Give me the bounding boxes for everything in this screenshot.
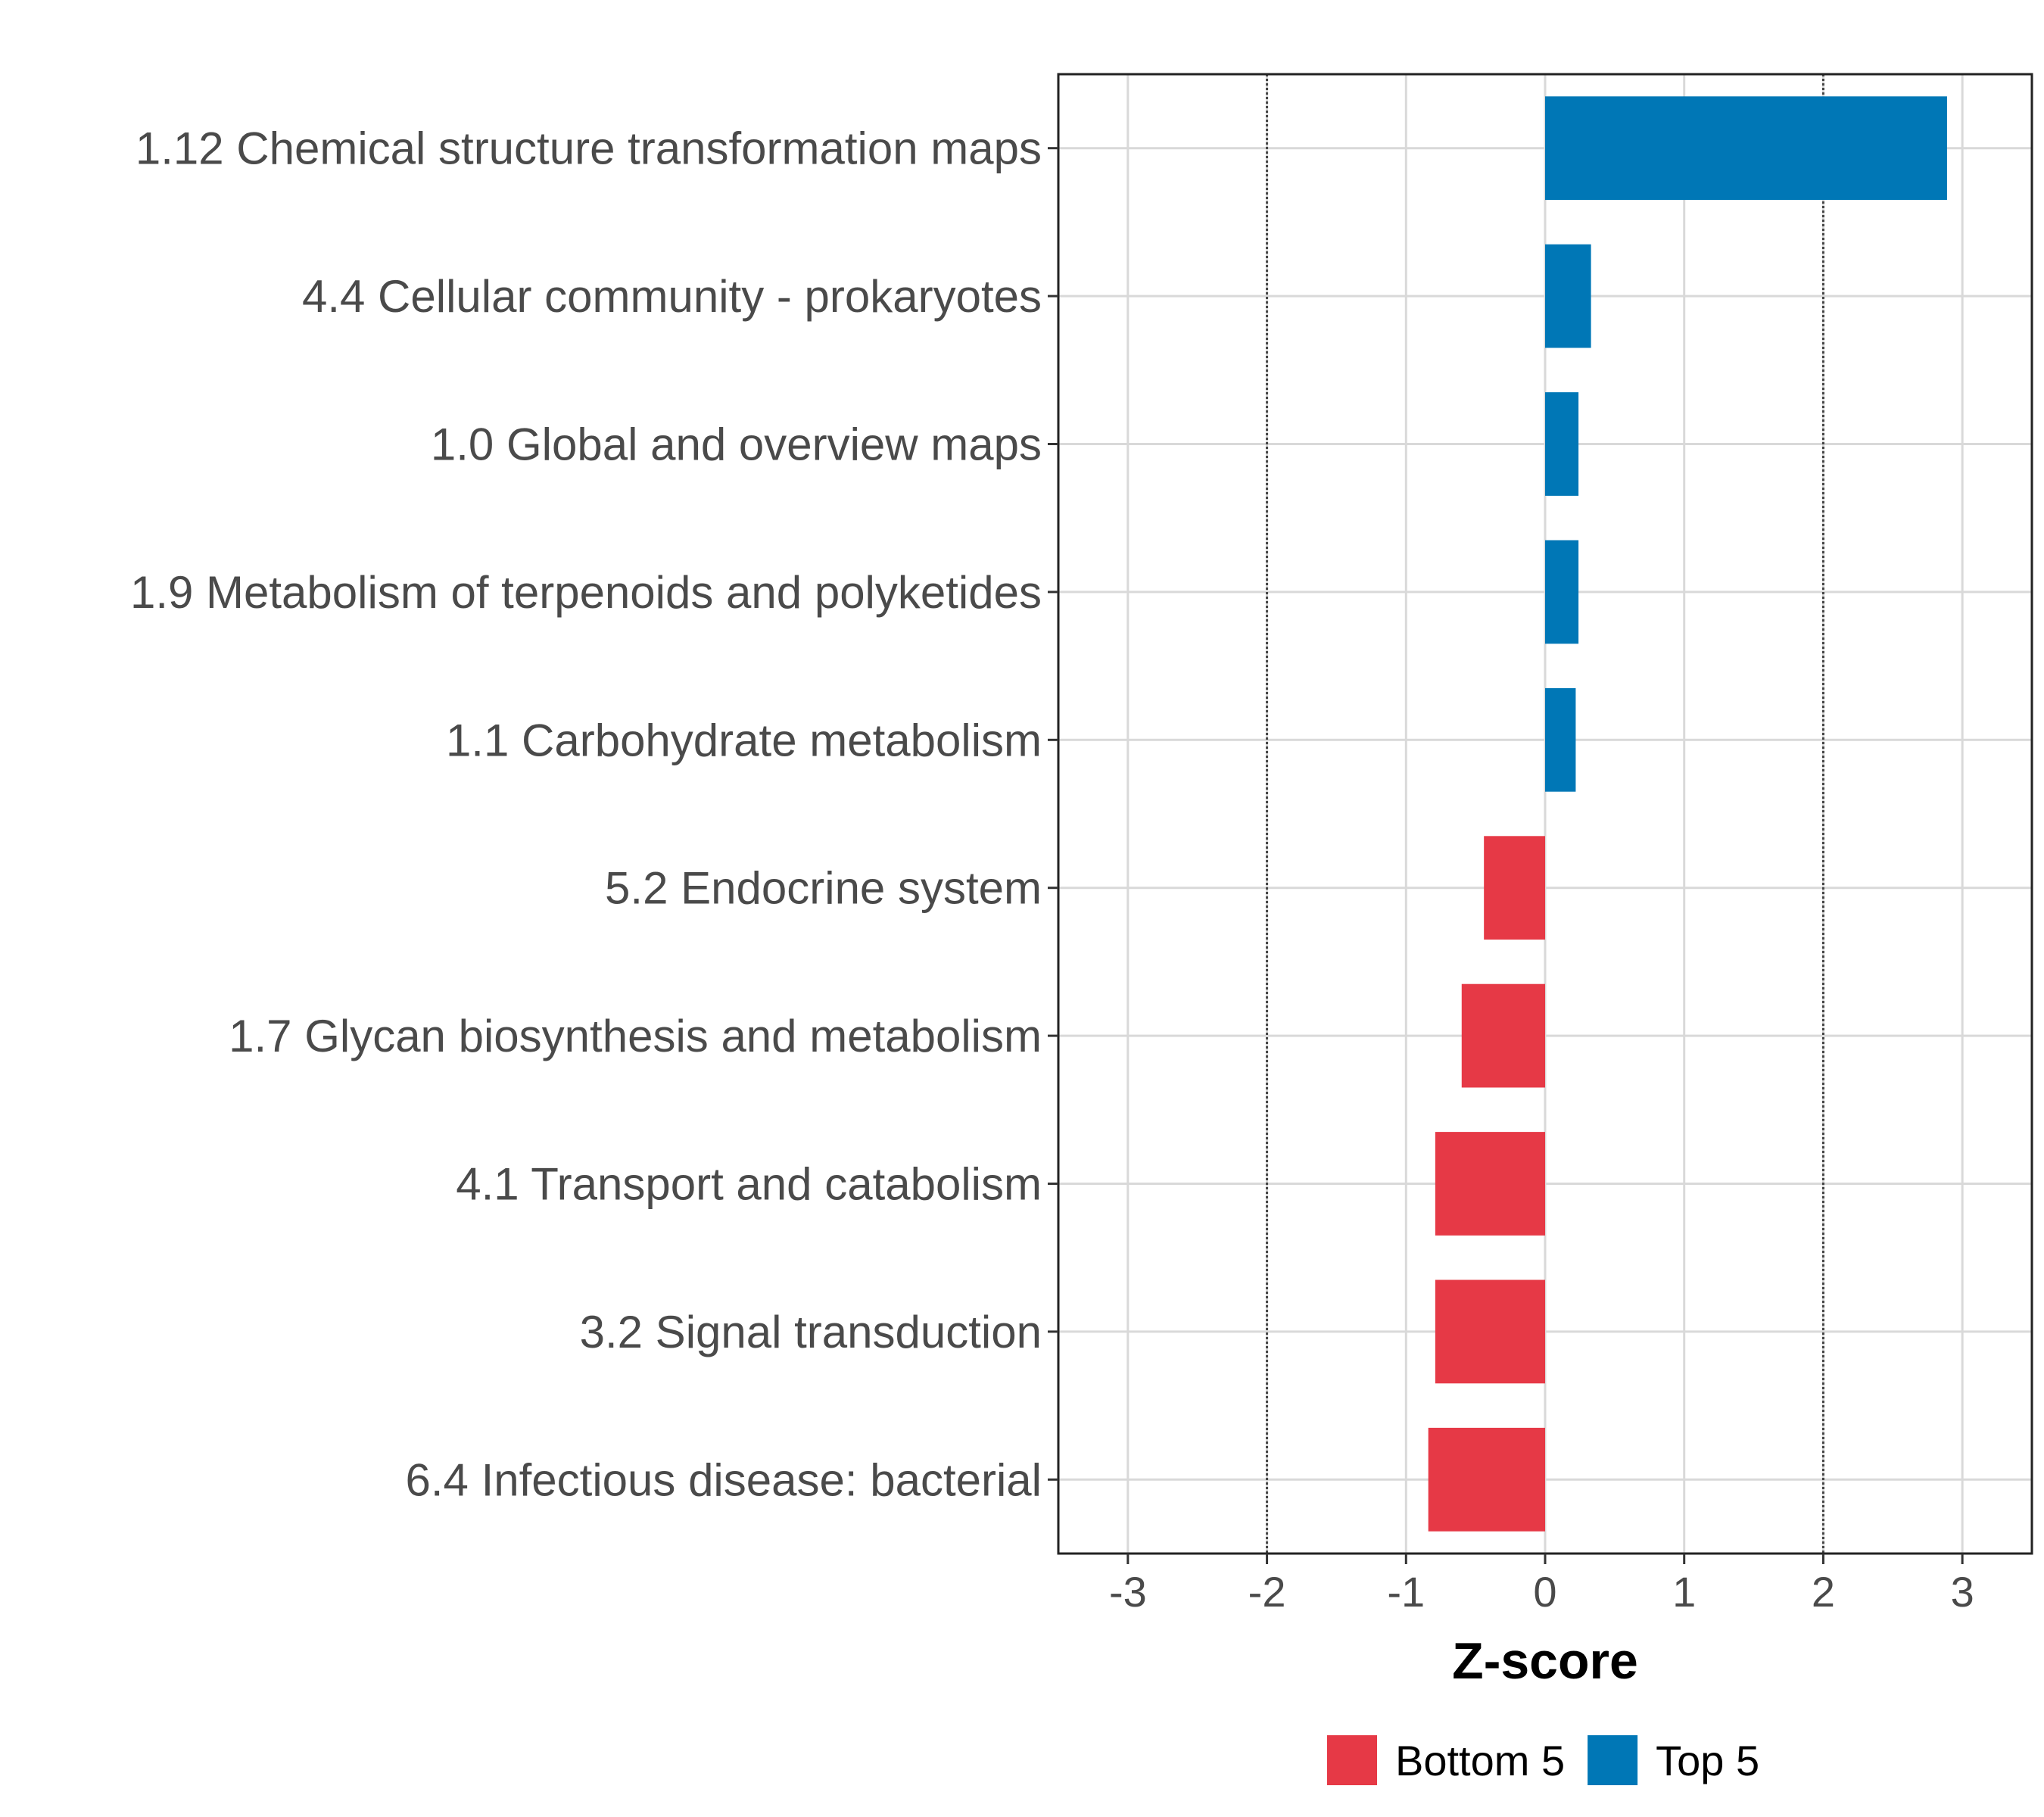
- x-tick-label: 1: [1672, 1568, 1696, 1616]
- bar: [1435, 1279, 1545, 1384]
- category-label: 4.4 Cellular community - prokaryotes: [302, 271, 1042, 322]
- category-label: 1.1 Carbohydrate metabolism: [446, 715, 1042, 765]
- category-label: 4.1 Transport and catabolism: [456, 1159, 1042, 1210]
- x-tick-label: 0: [1533, 1568, 1556, 1616]
- category-label: 1.9 Metabolism of terpenoids and polyket…: [130, 567, 1042, 618]
- bar: [1428, 1427, 1545, 1532]
- bar: [1435, 1132, 1545, 1236]
- bar: [1545, 687, 1576, 792]
- x-axis-title: Z-score: [1452, 1632, 1638, 1690]
- reference-lines: [1266, 74, 1824, 1554]
- x-tick-label: 2: [1812, 1568, 1835, 1616]
- bar: [1545, 244, 1591, 348]
- x-tick-label: -3: [1109, 1568, 1147, 1616]
- bar: [1461, 983, 1545, 1088]
- category-label: 6.4 Infectious disease: bacterial: [406, 1454, 1042, 1505]
- bar: [1484, 836, 1545, 940]
- x-axis-ticks: -3 -2 -1 0 1 2 3: [1109, 1554, 1974, 1616]
- bar: [1545, 392, 1579, 496]
- category-label: 3.2 Signal transduction: [580, 1307, 1042, 1357]
- legend-label: Top 5: [1656, 1737, 1759, 1784]
- category-label: 5.2 Endocrine system: [605, 863, 1042, 914]
- bar: [1545, 96, 1947, 201]
- legend-swatch: [1588, 1735, 1638, 1785]
- category-label: 1.7 Glycan biosynthesis and metabolism: [229, 1011, 1042, 1061]
- y-axis-ticks: 1.12 Chemical structure transformation m…: [130, 123, 1058, 1505]
- bars: [1428, 96, 1947, 1532]
- category-label: 1.0 Global and overview maps: [431, 419, 1042, 470]
- x-tick-label: 3: [1951, 1568, 1974, 1616]
- x-tick-label: -2: [1248, 1568, 1286, 1616]
- legend-label: Bottom 5: [1395, 1737, 1565, 1784]
- bar: [1545, 540, 1579, 644]
- category-label: 1.12 Chemical structure transformation m…: [136, 123, 1042, 174]
- legend: Bottom 5 Top 5: [1327, 1735, 1759, 1785]
- legend-swatch: [1327, 1735, 1377, 1785]
- x-tick-label: -1: [1387, 1568, 1425, 1616]
